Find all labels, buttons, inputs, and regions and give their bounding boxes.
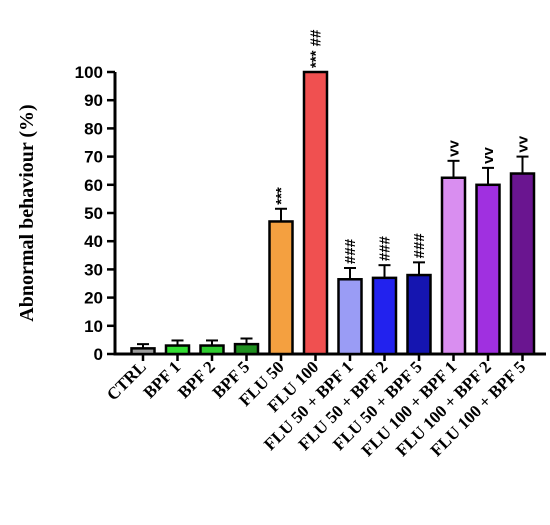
- bar: [475, 183, 501, 356]
- significance-label: *** ##: [308, 29, 325, 68]
- bar: [371, 276, 398, 356]
- y-tick-label: 0: [94, 345, 103, 364]
- y-tick-label: 40: [84, 232, 103, 251]
- bar: [509, 172, 536, 356]
- bar: [302, 70, 329, 356]
- bar: [233, 342, 260, 356]
- y-tick-label: 10: [84, 317, 103, 336]
- y-tick-label: 100: [75, 63, 103, 82]
- y-tick-label: 30: [84, 260, 103, 279]
- y-tick-label: 50: [84, 204, 103, 223]
- y-tick-label: 60: [84, 176, 103, 195]
- y-axis-label: Abnormal behaviour (%): [16, 104, 38, 321]
- bar: [406, 273, 432, 356]
- x-tick-label: CTRL: [103, 357, 150, 404]
- significance-label: ***: [273, 187, 290, 205]
- significance-label: vv: [515, 135, 532, 152]
- significance-label: vv: [446, 139, 463, 156]
- significance-label: vv: [480, 147, 497, 164]
- bar: [130, 347, 156, 356]
- bar: [164, 344, 191, 356]
- bar: [440, 176, 467, 356]
- y-tick-label: 70: [84, 148, 103, 167]
- significance-label: ###: [342, 238, 359, 264]
- significance-label: ###: [411, 233, 428, 259]
- bar: [337, 278, 363, 356]
- bar: [268, 220, 294, 356]
- significance-label: ###: [377, 235, 394, 261]
- bar: [199, 344, 225, 356]
- x-tick-label: BPF 2: [174, 357, 219, 402]
- y-tick-label: 80: [84, 119, 103, 138]
- y-tick-label: 20: [84, 289, 103, 308]
- y-tick-label: 90: [84, 91, 103, 110]
- x-tick-label: BPF 1: [140, 357, 185, 402]
